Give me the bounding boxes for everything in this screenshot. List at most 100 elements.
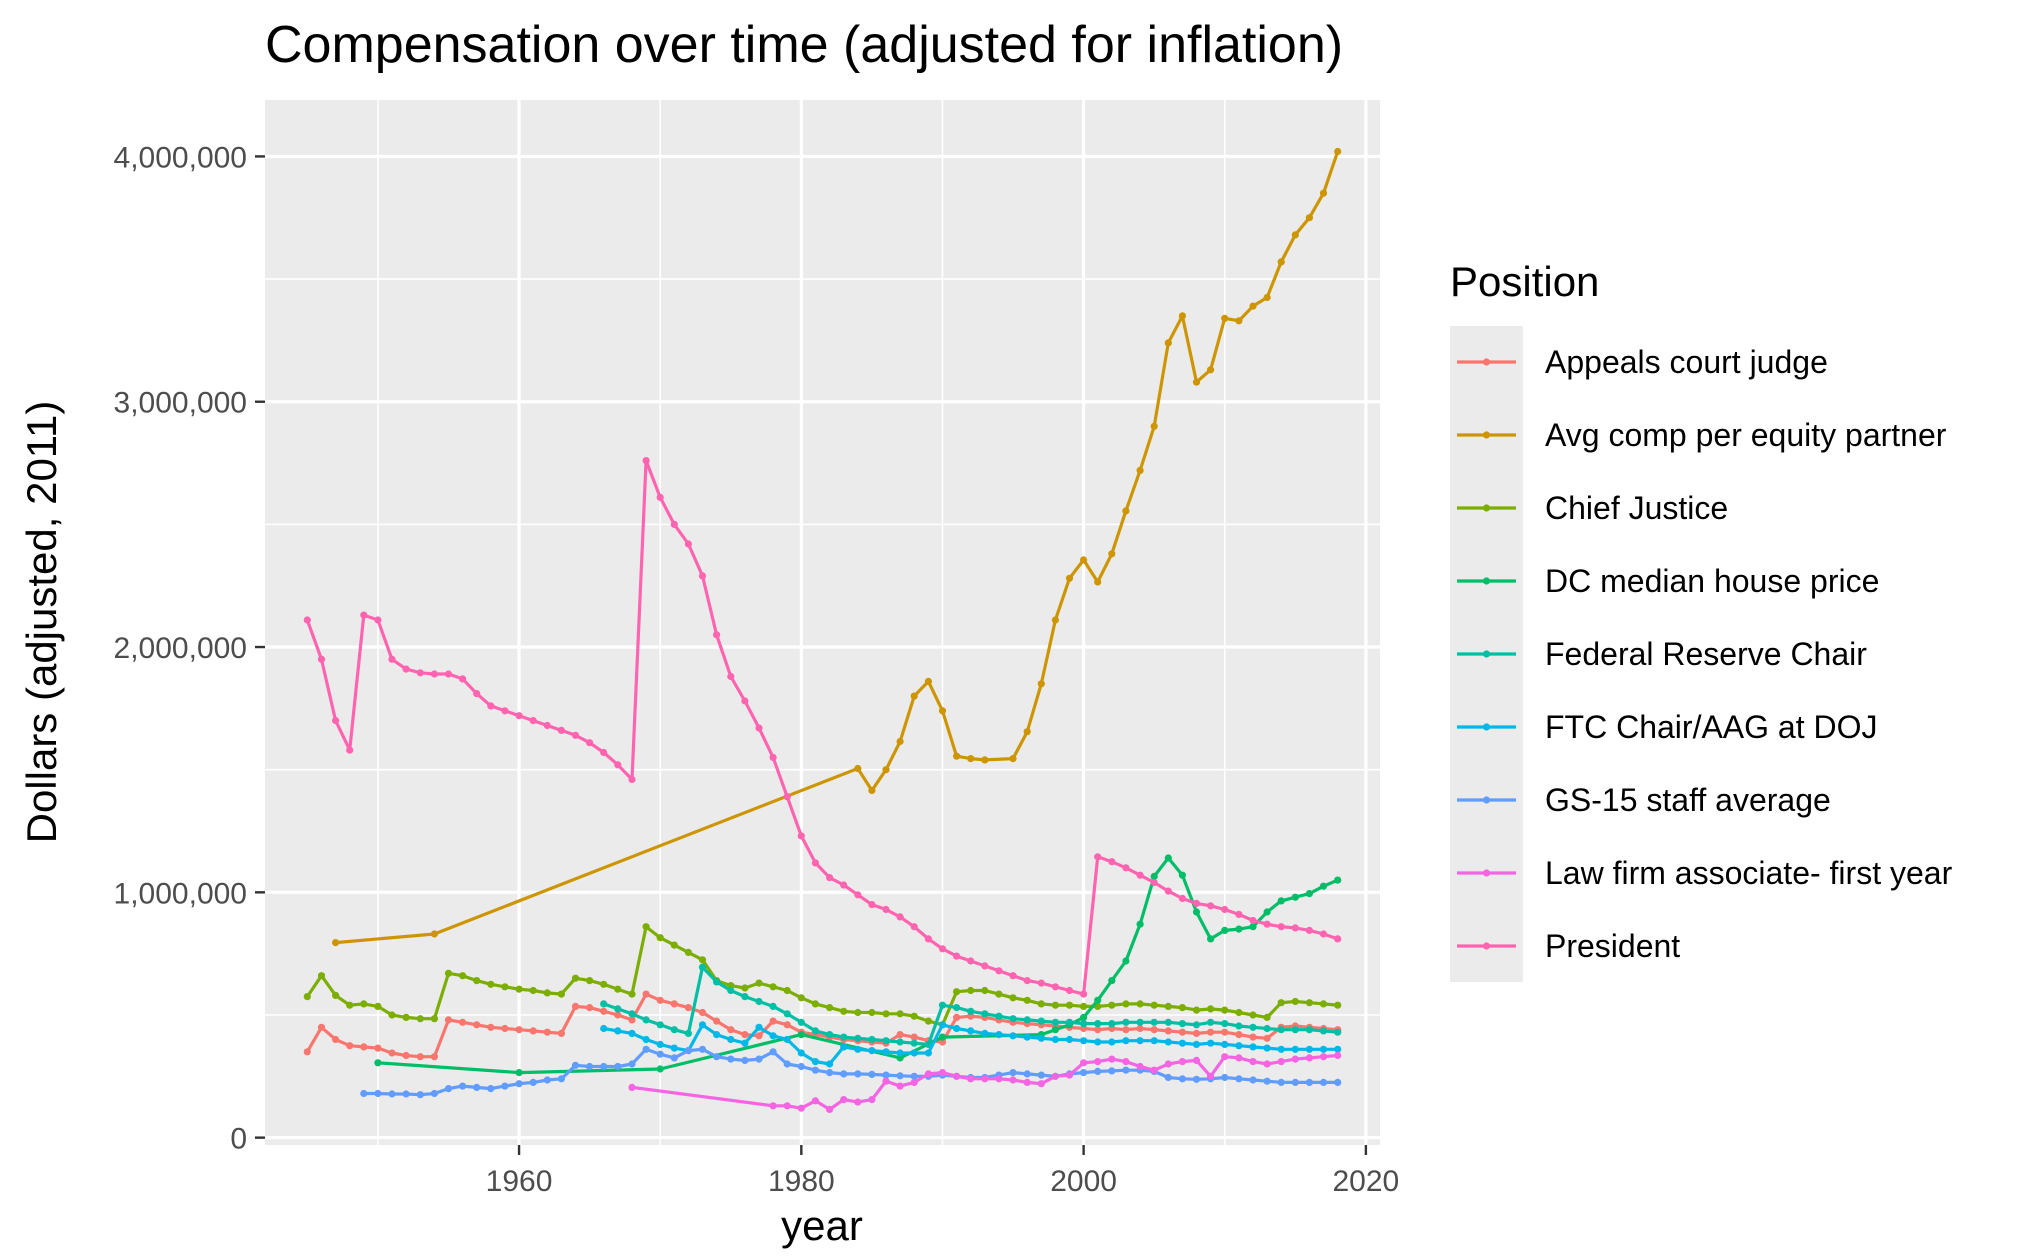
data-point [1023,1070,1031,1078]
legend-label: Appeals court judge [1545,344,1828,380]
data-point [670,520,678,529]
series-5 [600,1021,1342,1068]
data-point [557,1029,566,1037]
data-point [1178,1004,1186,1012]
data-point [741,984,749,992]
data-point [670,1044,678,1052]
legend-item: Chief Justice [1457,490,1728,526]
data-point [1221,314,1229,322]
data-point [1192,1029,1201,1037]
data-point [769,1032,777,1040]
data-point [1150,1066,1158,1074]
data-point [1065,1018,1074,1026]
data-point [741,993,749,1001]
y-tick-label: 4,000,000 [114,141,247,174]
data-point [1192,1040,1201,1048]
data-point [797,994,805,1002]
data-point [1051,1001,1059,1009]
legend-key-point [1482,796,1491,804]
data-point [487,980,495,988]
data-point [1263,293,1271,302]
data-point [656,934,664,942]
data-point [1051,1035,1059,1044]
data-point [1080,1013,1088,1022]
data-point [981,1010,989,1018]
data-point [642,1035,650,1044]
data-point [1305,1054,1313,1062]
data-point [444,1016,453,1024]
data-point [1291,997,1299,1006]
data-point [938,1021,947,1029]
data-point [1108,550,1116,558]
data-point [1291,231,1299,239]
data-point [1263,1024,1271,1033]
data-point [938,1069,947,1077]
data-point [1080,1020,1088,1028]
data-point [1207,1072,1215,1080]
legend-label: President [1545,928,1680,964]
data-point [332,991,340,1000]
data-point [501,983,509,991]
data-point [1037,1000,1045,1008]
data-point [1051,1026,1059,1034]
data-point [1334,1028,1342,1036]
data-point [600,1062,608,1071]
grid-minor [265,100,1380,1145]
series-layer [303,147,1342,1113]
legend-item: FTC Chair/AAG at DOJ [1457,709,1878,745]
data-point [402,1013,410,1022]
series-8 [303,457,1342,998]
data-point [727,1035,735,1044]
data-point [1249,1076,1257,1084]
data-point [1277,923,1285,931]
data-point [896,737,904,746]
data-point [783,1021,791,1029]
data-point [656,1021,664,1029]
data-point [1065,986,1074,995]
data-point [1108,977,1116,985]
data-point [1009,1076,1017,1084]
data-point [910,1012,918,1020]
data-point [1136,466,1144,474]
data-point [459,1018,467,1026]
data-point [741,1039,749,1047]
data-point [924,1049,933,1057]
data-point [303,1048,311,1056]
data-point [967,755,975,763]
data-point [1122,1018,1130,1026]
data-point [303,993,311,1001]
data-point [1319,1053,1328,1061]
data-point [1009,1032,1017,1040]
legend-item: DC median house price [1457,563,1879,599]
data-point [642,923,650,931]
data-point [1235,1008,1243,1017]
data-point [1192,1021,1201,1029]
data-point [896,1038,904,1046]
data-point [628,775,636,784]
data-point [1192,1075,1201,1083]
data-point [1037,680,1045,688]
data-point [402,1051,410,1060]
data-point [1051,1018,1059,1026]
data-point [1305,1045,1313,1053]
data-point [1207,935,1215,943]
data-point [783,1035,791,1044]
data-point [854,764,862,773]
data-point [868,786,876,795]
legend-title: Position [1450,258,1599,305]
data-point [1319,882,1328,890]
data-point [1080,990,1088,998]
data-point [1108,1067,1116,1075]
series-line [376,856,1340,1075]
data-point [854,1098,862,1106]
data-point [1291,1055,1299,1063]
data-point [303,616,311,624]
data-point [868,1008,876,1017]
data-point [515,1069,523,1077]
data-point [854,891,862,899]
data-point [1136,1062,1144,1071]
data-point [430,1053,438,1061]
data-point [713,631,721,639]
data-point [840,1096,848,1104]
